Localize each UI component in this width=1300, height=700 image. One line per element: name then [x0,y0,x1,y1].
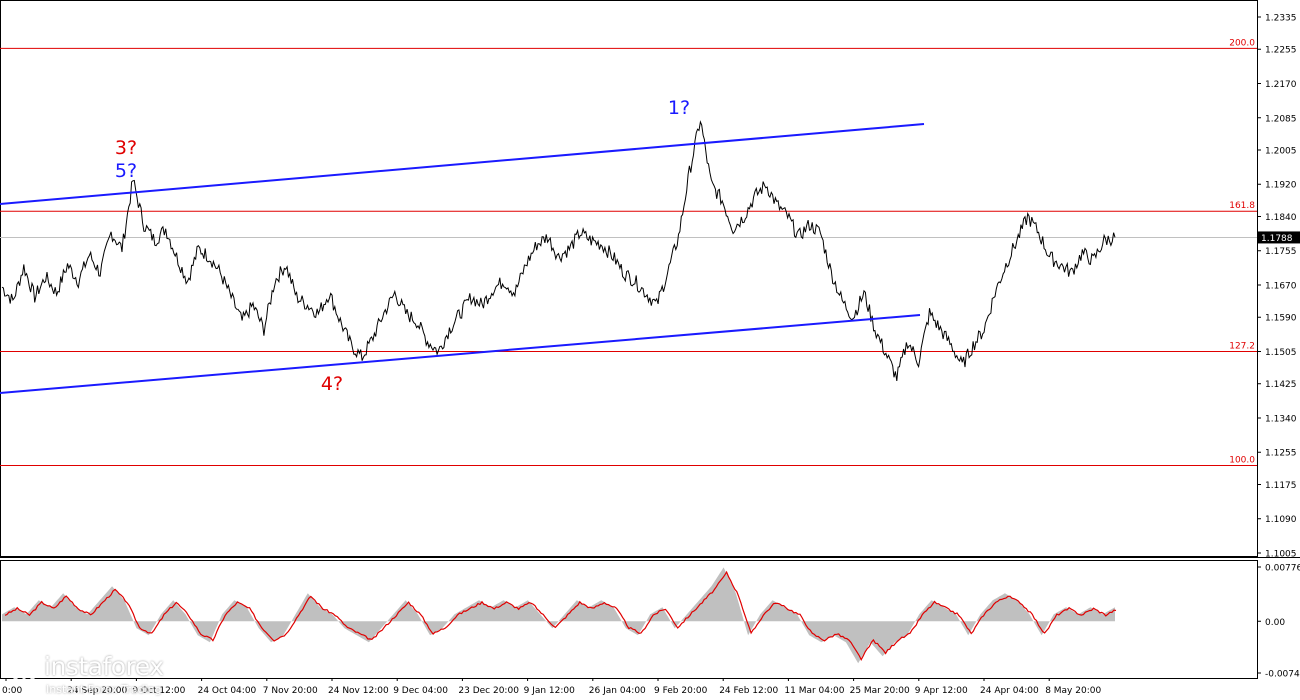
logo-subtitle: Instant Forex Trading [46,683,162,696]
x-tick-label: 24 Apr 04:00 [980,686,1039,696]
y-tick-label: 1.1920 [1265,181,1297,191]
current-price-box [1258,231,1300,244]
fib-level-label: 100.0 [1229,456,1255,466]
price-series-line [1,120,1116,381]
fib-level-label: 200.0 [1229,38,1255,48]
x-tick-label: 9 Jan 12:00 [524,686,576,696]
y-tick-label: 1.2255 [1265,46,1297,56]
y-tick-label: 1.1590 [1265,314,1297,324]
x-tick-label: 24 Feb 12:00 [719,686,778,696]
x-tick-label: 24 Nov 12:00 [328,686,389,696]
y-tick-label: 1.2085 [1265,114,1297,124]
channel-upper-line [0,123,925,205]
y-tick-label: 1.2335 [1265,14,1297,24]
y-tick-label: 1.1090 [1265,515,1297,525]
x-tick-label: 9 Oct 12:00 [132,686,185,696]
oscillator-y-tick-label: -0.0074 [1265,670,1300,680]
y-tick-label: 1.1505 [1265,348,1297,358]
x-tick-label: 9 Dec 04:00 [393,686,448,696]
x-tick-label: 23 Dec 20:00 [458,686,519,696]
wave-label: 4? [321,373,343,395]
oscillator-panel-frame [0,560,1258,679]
y-tick-label: 1.2005 [1265,146,1297,156]
wave-label: 3? [115,137,137,159]
y-tick-label: 1.1755 [1265,247,1297,257]
oscillator-y-tick-label: 0.00 [1265,618,1285,628]
x-tick-label: 9 Apr 12:00 [915,686,968,696]
y-tick-label: 1.1670 [1265,282,1297,292]
wave-label: 1? [668,97,690,119]
x-tick-label: 25 Mar 20:00 [850,686,910,696]
x-tick-label: 9 Feb 20:00 [654,686,708,696]
fib-level-label: 161.8 [1229,201,1255,211]
y-tick-label: 1.1840 [1265,213,1297,223]
main-panel-frame [0,0,1258,557]
x-tick-label: 0:00 [2,686,22,696]
oscillator-signal-line [4,570,1117,662]
x-tick-label: 11 Mar 04:00 [784,686,844,696]
x-tick-label: 7 Nov 20:00 [263,686,318,696]
instaforex-logo: instaforex Instant Forex Trading [6,652,186,698]
x-tick-label: 24 Sep 20:00 [67,686,127,696]
wave-label: 5? [115,160,137,182]
fib-level-label: 127.2 [1229,341,1255,351]
current-price-label: 1.1788 [1261,234,1293,244]
x-tick-label: 26 Jan 04:00 [589,686,646,696]
y-tick-label: 1.1175 [1265,481,1297,491]
y-tick-label: 1.1005 [1265,550,1297,560]
logo-text: instaforex [44,652,164,681]
channel-lower-line [0,314,921,394]
oscillator-histogram [2,567,1115,664]
y-tick-label: 1.1340 [1265,414,1297,424]
instaforex-logo-icon [10,656,38,684]
oscillator-y-tick-label: 0.00776 [1265,564,1300,574]
y-tick-label: 1.1425 [1265,380,1297,390]
y-tick-label: 1.2170 [1265,80,1297,90]
y-tick-label: 1.1255 [1265,449,1297,459]
x-tick-label: 24 Oct 04:00 [198,686,257,696]
x-tick-label: 8 May 20:00 [1045,686,1101,696]
